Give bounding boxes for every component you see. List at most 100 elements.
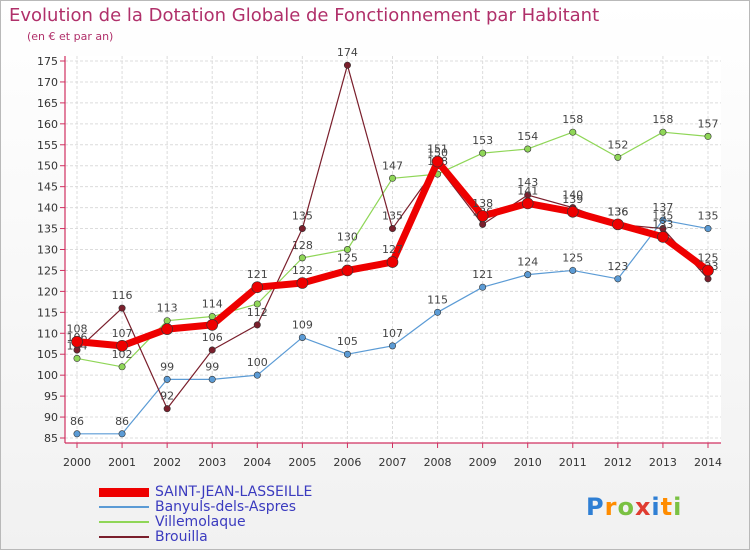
data-label: 109: [292, 318, 313, 331]
logo-letter: o: [617, 493, 635, 521]
y-tick-label: 115: [37, 306, 58, 319]
data-point: [298, 225, 306, 233]
data-label: 99: [205, 360, 219, 373]
data-point: [388, 174, 396, 182]
data-label: 128: [292, 239, 313, 252]
data-point: [253, 371, 261, 379]
data-label: 100: [247, 356, 268, 369]
data-label: 107: [112, 327, 133, 340]
data-point: [206, 319, 219, 331]
data-point: [521, 197, 534, 210]
data-point: [253, 300, 261, 308]
data-point: [208, 346, 216, 354]
data-label: 141: [517, 184, 538, 197]
x-tick-label: 2002: [153, 456, 181, 469]
data-label: 107: [382, 327, 403, 340]
x-tick-label: 2001: [108, 456, 136, 469]
y-tick-label: 90: [44, 411, 58, 424]
data-point: [569, 128, 577, 136]
data-point: [251, 281, 264, 294]
data-label: 86: [70, 415, 84, 428]
data-label: 140: [562, 189, 583, 202]
data-point: [388, 342, 396, 350]
x-tick-label: 2000: [63, 456, 91, 469]
legend-label: SAINT-JEAN-LASSEILLE: [155, 484, 313, 500]
x-tick-label: 2003: [198, 456, 226, 469]
data-label: 137: [652, 201, 673, 214]
data-point: [73, 430, 81, 438]
data-point: [569, 266, 577, 274]
data-point: [118, 430, 126, 438]
chart-subtitle: (en € et par an): [27, 30, 114, 43]
data-point: [704, 275, 712, 283]
logo-letter: i: [651, 493, 661, 521]
data-label: 86: [115, 415, 129, 428]
x-tick-label: 2004: [243, 456, 271, 469]
legend-label: Banyuls-dels-Aspres: [155, 499, 296, 515]
data-label: 130: [337, 231, 358, 244]
data-label: 138: [472, 197, 493, 210]
data-point: [657, 231, 669, 243]
y-tick-label: 85: [44, 432, 58, 445]
data-point: [524, 271, 532, 279]
y-tick-label: 160: [37, 118, 58, 131]
x-tick-label: 2008: [424, 456, 452, 469]
data-point: [343, 61, 351, 69]
data-point: [479, 149, 487, 157]
data-label: 158: [562, 113, 583, 126]
proxiti-logo: Proxiti: [586, 493, 682, 521]
data-label: 157: [698, 117, 719, 130]
data-point: [341, 264, 354, 277]
data-label: 92: [160, 390, 174, 403]
y-tick-label: 135: [37, 223, 58, 236]
data-label: 121: [247, 268, 268, 281]
data-point: [118, 304, 126, 312]
data-label: 124: [517, 256, 538, 269]
x-tick-label: 2006: [333, 456, 361, 469]
legend-label: Villemolaque: [155, 514, 246, 530]
data-label: 112: [247, 306, 268, 319]
data-point: [704, 225, 712, 233]
logo-letter: x: [634, 493, 652, 521]
y-tick-label: 100: [37, 369, 58, 382]
y-tick-label: 130: [37, 244, 58, 257]
data-label: 133: [652, 218, 673, 231]
data-label: 99: [160, 360, 174, 373]
data-point: [614, 275, 622, 283]
data-point: [208, 375, 216, 383]
data-label: 113: [157, 302, 178, 315]
data-label: 158: [652, 113, 673, 126]
data-label: 152: [607, 138, 628, 151]
data-label: 135: [292, 210, 313, 223]
y-tick-label: 145: [37, 181, 58, 194]
y-tick-label: 155: [37, 139, 58, 152]
x-tick-label: 2011: [559, 456, 587, 469]
data-point: [479, 283, 487, 291]
data-point: [71, 335, 83, 348]
data-label: 123: [607, 260, 628, 273]
data-label: 154: [517, 130, 538, 143]
data-point: [704, 132, 712, 140]
data-point: [614, 153, 622, 161]
data-point: [476, 210, 489, 222]
data-label: 136: [607, 205, 628, 218]
legend-swatch: [99, 521, 149, 523]
data-point: [524, 145, 532, 153]
data-label: 116: [112, 289, 133, 302]
x-tick-label: 2009: [469, 456, 497, 469]
data-point: [163, 375, 171, 383]
data-label: 127: [382, 243, 403, 256]
data-label: 125: [562, 251, 583, 264]
x-tick-label: 2010: [514, 456, 542, 469]
y-tick-label: 120: [37, 285, 58, 298]
data-label: 122: [292, 264, 313, 277]
data-point: [298, 254, 306, 262]
data-point: [343, 246, 351, 254]
data-label: 153: [472, 134, 493, 147]
data-label: 135: [652, 210, 673, 223]
y-tick-label: 105: [37, 348, 58, 361]
data-label: 115: [427, 293, 448, 306]
data-point: [253, 321, 261, 329]
x-tick-label: 2012: [604, 456, 632, 469]
